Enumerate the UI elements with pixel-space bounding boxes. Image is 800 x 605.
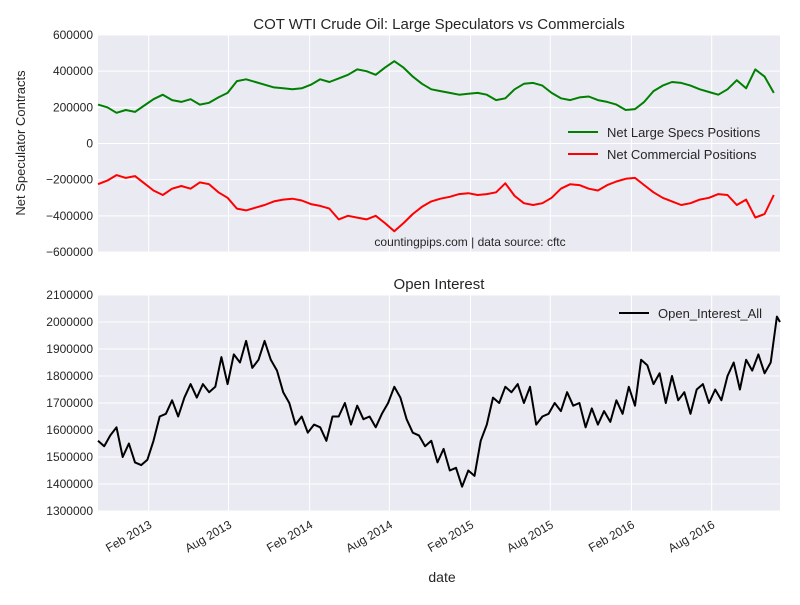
- top-y-tick-label: 200000: [53, 100, 93, 114]
- top-legend-label: Net Large Specs Positions: [607, 125, 761, 140]
- bottom-series-line-open-interest-all: [97, 315, 781, 488]
- bottom-x-tick-labels: Feb 2013 Aug 2013 Feb 2014 Aug 2014 Feb 2015…: [103, 517, 717, 555]
- top-series-line-net-large-specs-positions: [97, 60, 775, 114]
- bottom-y-tick-label: 1900000: [46, 342, 93, 356]
- top-chart-title: COT WTI Crude Oil: Large Speculators vs …: [253, 16, 625, 33]
- source-annotation: countingpips.com | data source: cftc: [374, 235, 565, 249]
- top-y-tick-label: 400000: [53, 64, 93, 78]
- bottom-y-tick-labels: 2100000 2000000 1900000 1800000 1700000 16000…: [46, 288, 93, 518]
- bottom-y-tick-label: 2100000: [46, 288, 93, 302]
- top-gridlines: [98, 34, 780, 253]
- bottom-y-tick-label: 2000000: [46, 315, 93, 329]
- top-y-axis-label: Net Speculator Contracts: [13, 70, 28, 216]
- x-tick-label: Feb 2014: [264, 517, 315, 555]
- bottom-y-tick-label: 1400000: [46, 477, 93, 491]
- bottom-y-tick-label: 1800000: [46, 369, 93, 383]
- bottom-y-tick-label: 1500000: [46, 450, 93, 464]
- bottom-legend-label: Open_Interest_All: [658, 306, 762, 321]
- top-y-tick-label: −600000: [46, 245, 93, 259]
- x-tick-label: Aug 2016: [666, 517, 718, 555]
- x-tick-label: Feb 2016: [586, 517, 637, 555]
- x-tick-label: Feb 2015: [425, 517, 476, 555]
- top-legend-label: Net Commercial Positions: [607, 147, 757, 162]
- x-tick-label: Feb 2013: [103, 517, 154, 555]
- bottom-series-lines: [97, 315, 781, 488]
- bottom-y-tick-label: 1600000: [46, 423, 93, 437]
- top-y-tick-label: 0: [86, 137, 93, 151]
- x-tick-label: Aug 2013: [182, 517, 234, 555]
- top-y-tick-label: 600000: [53, 28, 93, 42]
- bottom-y-tick-label: 1700000: [46, 396, 93, 410]
- top-legend: Net Large Specs Positions Net Commercial …: [568, 125, 761, 162]
- top-y-tick-labels: 600000 400000 200000 0 −200000 −400000 −600000: [46, 28, 93, 259]
- x-tick-label: Aug 2015: [504, 517, 556, 555]
- bottom-legend: Open_Interest_All: [619, 306, 762, 321]
- x-axis-label: date: [428, 569, 455, 585]
- top-series-lines: [97, 60, 775, 233]
- top-y-tick-label: −200000: [46, 173, 93, 187]
- bottom-chart-title: Open Interest: [394, 276, 486, 293]
- bottom-gridlines: [98, 294, 780, 512]
- top-series-line-net-commercial-positions: [97, 174, 775, 233]
- top-y-tick-label: −400000: [46, 209, 93, 223]
- bottom-y-tick-label: 1300000: [46, 504, 93, 518]
- x-tick-label: Aug 2014: [343, 517, 395, 555]
